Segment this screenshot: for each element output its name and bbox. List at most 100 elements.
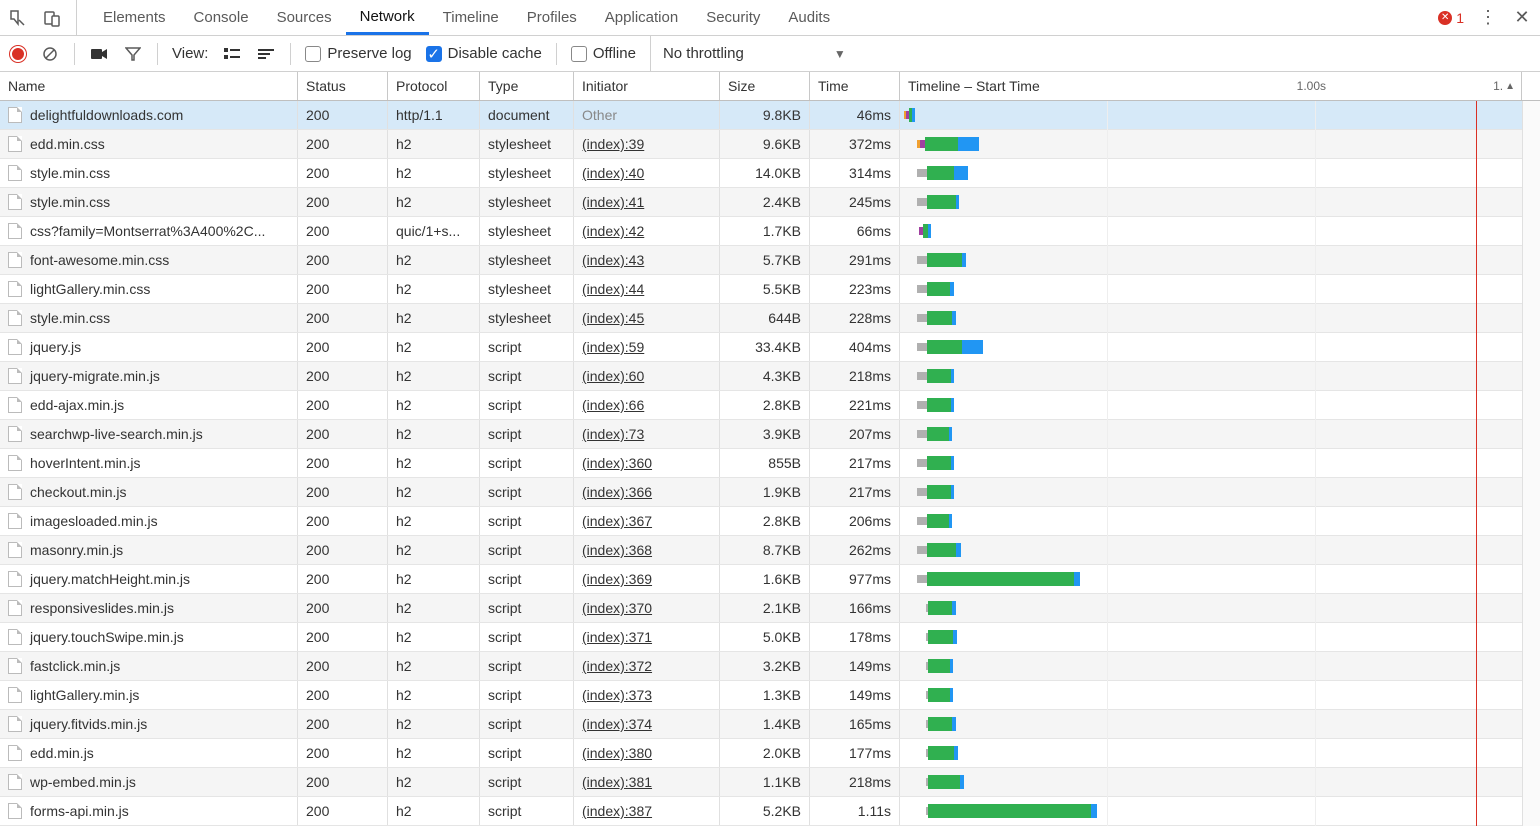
table-row[interactable]: style.min.css200h2stylesheet(index):4564… <box>0 304 1522 333</box>
cell-initiator[interactable]: (index):369 <box>574 565 720 593</box>
cell-initiator[interactable]: (index):73 <box>574 420 720 448</box>
table-row[interactable]: style.min.css200h2stylesheet(index):412.… <box>0 188 1522 217</box>
waterfall-segment-queued <box>917 401 927 409</box>
table-row[interactable]: imagesloaded.min.js200h2script(index):36… <box>0 507 1522 536</box>
view-small-icon[interactable] <box>256 44 276 64</box>
error-count-badge[interactable]: ✕ 1 <box>1438 10 1464 26</box>
tab-audits[interactable]: Audits <box>774 0 844 35</box>
table-row[interactable]: jquery-migrate.min.js200h2script(index):… <box>0 362 1522 391</box>
close-icon[interactable]: ✕ <box>1512 8 1532 28</box>
cell-size: 5.0KB <box>720 623 810 651</box>
cell-initiator[interactable]: (index):43 <box>574 246 720 274</box>
cell-initiator[interactable]: (index):42 <box>574 217 720 245</box>
waterfall-segment-content <box>958 137 979 151</box>
file-name: jquery-migrate.min.js <box>30 368 160 384</box>
clear-icon[interactable] <box>40 44 60 64</box>
cell-initiator[interactable]: (index):39 <box>574 130 720 158</box>
cell-initiator[interactable]: (index):66 <box>574 391 720 419</box>
preserve-log-checkbox[interactable]: Preserve log <box>305 45 411 62</box>
filter-icon[interactable] <box>123 44 143 64</box>
tab-console[interactable]: Console <box>180 0 263 35</box>
cell-initiator[interactable]: (index):370 <box>574 594 720 622</box>
cell-initiator[interactable]: (index):40 <box>574 159 720 187</box>
cell-initiator[interactable]: (index):41 <box>574 188 720 216</box>
file-name: jquery.fitvids.min.js <box>30 716 147 732</box>
cell-initiator[interactable]: (index):373 <box>574 681 720 709</box>
table-row[interactable]: style.min.css200h2stylesheet(index):4014… <box>0 159 1522 188</box>
cell-type: stylesheet <box>480 304 574 332</box>
cell-initiator[interactable]: (index):380 <box>574 739 720 767</box>
col-time[interactable]: Time <box>810 72 900 100</box>
table-row[interactable]: hoverIntent.min.js200h2script(index):360… <box>0 449 1522 478</box>
cell-initiator[interactable]: (index):60 <box>574 362 720 390</box>
col-protocol[interactable]: Protocol <box>388 72 480 100</box>
cell-initiator[interactable]: (index):371 <box>574 623 720 651</box>
col-status[interactable]: Status <box>298 72 388 100</box>
table-row[interactable]: jquery.fitvids.min.js200h2script(index):… <box>0 710 1522 739</box>
file-name: searchwp-live-search.min.js <box>30 426 203 442</box>
table-row[interactable]: responsiveslides.min.js200h2script(index… <box>0 594 1522 623</box>
table-row[interactable]: edd.min.js200h2script(index):3802.0KB177… <box>0 739 1522 768</box>
cell-initiator[interactable]: (index):44 <box>574 275 720 303</box>
cell-initiator[interactable]: (index):374 <box>574 710 720 738</box>
table-row[interactable]: lightGallery.min.css200h2stylesheet(inde… <box>0 275 1522 304</box>
cell-name: jquery.js <box>0 333 298 361</box>
cell-initiator[interactable]: (index):381 <box>574 768 720 796</box>
col-timeline[interactable]: Timeline – Start Time 1.00s1.▲ <box>900 72 1522 100</box>
scrollbar[interactable] <box>1522 101 1540 826</box>
cell-initiator[interactable]: (index):366 <box>574 478 720 506</box>
col-size[interactable]: Size <box>720 72 810 100</box>
cell-waterfall <box>900 217 1522 245</box>
table-row[interactable]: jquery.touchSwipe.min.js200h2script(inde… <box>0 623 1522 652</box>
col-type[interactable]: Type <box>480 72 574 100</box>
table-row[interactable]: searchwp-live-search.min.js200h2script(i… <box>0 420 1522 449</box>
view-large-icon[interactable] <box>222 44 242 64</box>
table-row[interactable]: fastclick.min.js200h2script(index):3723.… <box>0 652 1522 681</box>
tab-elements[interactable]: Elements <box>89 0 180 35</box>
inspect-icon[interactable] <box>8 8 28 28</box>
network-toolbar: View: Preserve log ✓ Disable cache Offli… <box>0 36 1540 72</box>
cell-type: script <box>480 362 574 390</box>
tab-security[interactable]: Security <box>692 0 774 35</box>
table-row[interactable]: jquery.matchHeight.min.js200h2script(ind… <box>0 565 1522 594</box>
cell-size: 9.8KB <box>720 101 810 129</box>
tab-timeline[interactable]: Timeline <box>429 0 513 35</box>
waterfall-segment-content <box>951 485 954 499</box>
camera-icon[interactable] <box>89 44 109 64</box>
throttling-select[interactable]: No throttling ▼ <box>650 36 846 71</box>
table-row[interactable]: masonry.min.js200h2script(index):3688.7K… <box>0 536 1522 565</box>
table-row[interactable]: css?family=Montserrat%3A400%2C...200quic… <box>0 217 1522 246</box>
table-row[interactable]: delightfuldownloads.com200http/1.1docume… <box>0 101 1522 130</box>
cell-name: edd-ajax.min.js <box>0 391 298 419</box>
tab-network[interactable]: Network <box>346 0 429 35</box>
cell-name: responsiveslides.min.js <box>0 594 298 622</box>
cell-initiator[interactable]: (index):367 <box>574 507 720 535</box>
tab-application[interactable]: Application <box>591 0 692 35</box>
cell-initiator[interactable]: (index):387 <box>574 797 720 825</box>
cell-initiator[interactable]: (index):45 <box>574 304 720 332</box>
table-row[interactable]: checkout.min.js200h2script(index):3661.9… <box>0 478 1522 507</box>
cell-initiator[interactable]: (index):360 <box>574 449 720 477</box>
cell-initiator[interactable]: (index):372 <box>574 652 720 680</box>
table-row[interactable]: edd.min.css200h2stylesheet(index):399.6K… <box>0 130 1522 159</box>
tab-profiles[interactable]: Profiles <box>513 0 591 35</box>
table-row[interactable]: font-awesome.min.css200h2stylesheet(inde… <box>0 246 1522 275</box>
offline-checkbox[interactable]: Offline <box>571 45 636 62</box>
col-name[interactable]: Name <box>0 72 298 100</box>
table-row[interactable]: wp-embed.min.js200h2script(index):3811.1… <box>0 768 1522 797</box>
table-row[interactable]: lightGallery.min.js200h2script(index):37… <box>0 681 1522 710</box>
record-button[interactable] <box>10 46 26 62</box>
table-row[interactable]: jquery.js200h2script(index):5933.4KB404m… <box>0 333 1522 362</box>
cell-initiator[interactable]: (index):368 <box>574 536 720 564</box>
kebab-menu-icon[interactable]: ⋮ <box>1478 8 1498 28</box>
cell-type: stylesheet <box>480 246 574 274</box>
table-row[interactable]: edd-ajax.min.js200h2script(index):662.8K… <box>0 391 1522 420</box>
file-name: lightGallery.min.js <box>30 687 139 703</box>
col-initiator[interactable]: Initiator <box>574 72 720 100</box>
disable-cache-checkbox[interactable]: ✓ Disable cache <box>426 45 542 62</box>
cell-initiator[interactable]: (index):59 <box>574 333 720 361</box>
device-toggle-icon[interactable] <box>42 8 62 28</box>
tab-sources[interactable]: Sources <box>263 0 346 35</box>
table-row[interactable]: forms-api.min.js200h2script(index):3875.… <box>0 797 1522 826</box>
cell-waterfall <box>900 333 1522 361</box>
